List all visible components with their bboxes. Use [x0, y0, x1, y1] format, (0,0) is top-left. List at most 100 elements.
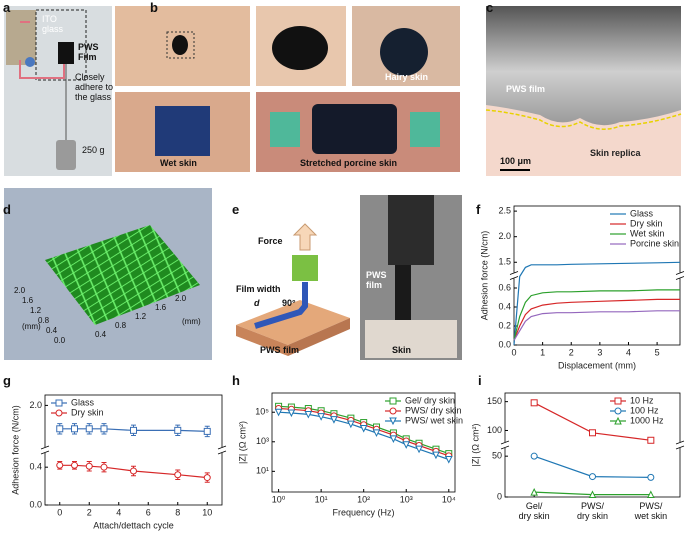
series-line [513, 261, 681, 346]
marker [56, 425, 64, 433]
panel-label: i [478, 373, 482, 388]
x-tick-label: 0 [511, 347, 516, 357]
legend-label: Porcine skin [630, 238, 679, 248]
annotation: 100 μm [500, 156, 532, 166]
y-tick-label: 10¹ [256, 466, 269, 476]
photo-c [485, 6, 682, 176]
marker [317, 413, 325, 421]
x-tick-label: 3 [597, 347, 602, 357]
marker [589, 429, 596, 437]
panel-label: d [3, 202, 11, 217]
y-tick-label: 0.0 [29, 499, 42, 509]
y-axis-label: |Z| (Ω cm²) [470, 424, 480, 467]
axis-tick: 1.2 [135, 312, 147, 321]
y-axis-label: |Z| (Ω cm²) [237, 421, 247, 464]
annotation: Film width [236, 284, 281, 294]
annotation: PWS Film [78, 42, 99, 62]
panel-label: g [3, 373, 11, 388]
y-tick-label: 0.6 [498, 282, 511, 292]
y-tick-label: 150 [487, 396, 502, 406]
y-tick-label: 100 [487, 425, 502, 435]
annotation: Hairy skin [385, 72, 429, 82]
y-tick-label: 10³ [256, 436, 269, 446]
y-tick-label: 0 [497, 491, 502, 501]
marker [589, 473, 596, 481]
x-axis-label: Displacement (mm) [558, 360, 636, 370]
legend-marker [55, 399, 63, 407]
x-axis-label: Attach/dettach cycle [93, 520, 174, 530]
panel-label: e [232, 202, 240, 217]
marker [530, 399, 538, 407]
legend-marker [389, 417, 397, 426]
annotation: d [254, 298, 260, 308]
panel-label: h [232, 373, 240, 388]
marker [402, 441, 411, 449]
marker [588, 490, 597, 499]
marker [372, 429, 381, 438]
legend-marker [614, 416, 622, 425]
annotation: PWS film [366, 270, 387, 290]
marker [389, 435, 398, 443]
x-tick-label: 10 [202, 507, 212, 517]
marker [287, 409, 296, 418]
annotation: Force [258, 236, 283, 246]
axis-break-mark [500, 440, 510, 450]
x-tick-label: 10⁴ [442, 494, 456, 504]
y-axis-label: Adhesion force (N/cm) [479, 231, 489, 321]
y-tick-label: 0.2 [498, 320, 511, 330]
series-line [513, 298, 680, 341]
y-tick-label: 10⁵ [255, 407, 269, 417]
axis-break-mark [509, 271, 519, 280]
axis-tick: 1.6 [155, 303, 167, 312]
legend-label: Dry skin [71, 407, 104, 417]
axis-break [502, 442, 508, 448]
x-tick-label: 5 [655, 347, 660, 357]
marker [647, 473, 655, 481]
x-tick-label: 8 [175, 507, 180, 517]
marker [530, 452, 538, 460]
marker [56, 461, 64, 469]
marker [130, 426, 137, 434]
axis-tick: 0.4 [95, 330, 107, 339]
legend-marker [55, 409, 63, 417]
annotation: Skin [392, 345, 412, 355]
legend-label: 1000 Hz [630, 415, 664, 425]
axis-tick: 2.0 [175, 294, 187, 303]
annotation: Skin replica [590, 148, 641, 158]
axis-tick: 0.4 [46, 326, 58, 335]
marker [71, 425, 78, 433]
y-tick-label: 0.0 [498, 339, 511, 349]
x-tick-label: PWS/ dry skin [576, 501, 609, 521]
y-tick-label: 1.5 [498, 257, 511, 267]
axis-break-mark [217, 445, 227, 455]
x-tick-label: Gel/ dry skin [518, 501, 550, 521]
x-tick-label: 6 [146, 507, 151, 517]
legend-marker [389, 407, 397, 415]
marker [347, 420, 355, 429]
marker [274, 408, 283, 417]
axis-unit: (mm) [182, 317, 201, 326]
y-axis-label: Adhesion force (N/cm) [10, 405, 20, 495]
legend-label: Gel/ dry skin [405, 395, 455, 405]
y-tick-label: 0.4 [498, 301, 511, 311]
marker [359, 424, 368, 433]
axis-break [42, 447, 48, 453]
marker [444, 456, 453, 464]
schematic-e [236, 195, 462, 360]
annotation: 90° [282, 298, 296, 308]
legend-label: Dry skin [630, 218, 663, 228]
axis-break [677, 442, 683, 448]
marker [415, 445, 423, 454]
photo-b [115, 6, 460, 172]
axis-tick: 0.8 [38, 316, 50, 325]
legend-label: PWS/ wet skin [405, 415, 463, 425]
marker [174, 426, 182, 434]
legend-marker [614, 407, 622, 415]
marker [130, 467, 137, 475]
photo-a [4, 6, 112, 176]
y-tick-label: 0.4 [29, 462, 42, 472]
annotation: 250 g [82, 145, 105, 155]
series-line [513, 289, 680, 341]
marker [100, 463, 108, 471]
